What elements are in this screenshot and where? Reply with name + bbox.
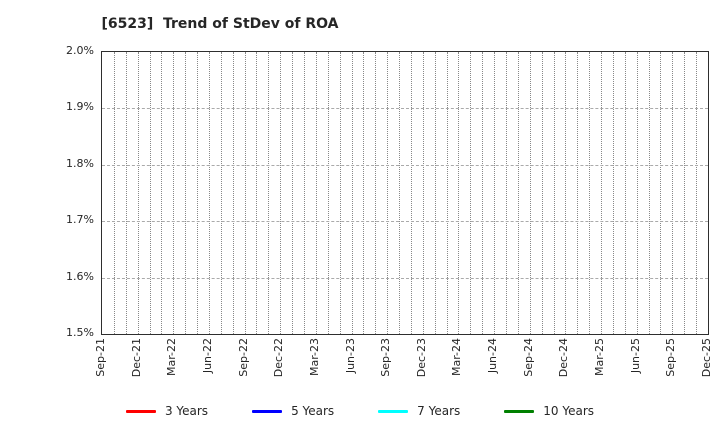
vertical-gridline [601,52,603,334]
y-tick-label: 1.5% [66,326,94,339]
vertical-gridline [197,52,199,334]
vertical-gridline [565,52,567,334]
vertical-gridline [553,52,555,334]
vertical-gridline [648,52,650,334]
vertical-gridline [494,52,496,334]
x-tick-label: Dec-25 [700,338,713,378]
y-tick-label: 1.9% [66,100,94,114]
legend: 3 Years 5 Years 7 Years 10 Years [0,403,720,419]
legend-label: 5 Years [291,404,335,418]
vertical-gridline [173,52,175,334]
vertical-gridline [506,52,507,334]
vertical-gridline [387,52,389,334]
vertical-gridline [256,52,258,334]
legend-label: 3 Years [164,404,209,418]
vertical-gridline [612,52,614,334]
vertical-gridline [232,52,234,334]
x-tick-label: Sep-21 [94,338,107,377]
vertical-gridline [125,52,127,334]
horizontal-gridline [102,164,708,166]
vertical-gridline [672,52,674,334]
x-tick-label: Dec-23 [414,338,428,378]
vertical-gridline [470,52,472,334]
vertical-gridline [220,52,222,334]
y-tick-label: 1.6% [66,269,94,283]
x-tick-label: Mar-25 [593,338,607,377]
vertical-gridline [422,52,424,334]
x-tick-label: Dec-22 [272,338,286,378]
vertical-gridline [636,52,638,334]
legend-item: 5 Years [252,403,334,419]
vertical-gridline [399,52,401,334]
x-tick-label: Sep-24 [521,338,535,377]
x-tick-label: Sep-25 [664,338,678,377]
vertical-gridline [268,52,270,334]
vertical-gridline [529,52,531,334]
vertical-gridline [624,52,626,334]
vertical-gridline [185,52,187,334]
vertical-gridline [541,52,543,334]
vertical-gridline [446,52,448,334]
chart-title: [6523] Trend of StDev of ROA [101,16,339,32]
y-tick-label: 1.7% [66,213,94,227]
horizontal-gridline [102,221,708,223]
plot-area [101,51,709,335]
vertical-gridline [351,52,353,334]
legend-line-swatch [125,409,156,413]
x-tick-label: Mar-22 [165,338,179,377]
x-tick-label: Jun-23 [343,338,357,374]
vertical-gridline [517,52,519,334]
x-tick-label: Sep-23 [379,338,393,377]
vertical-gridline [280,52,282,334]
vertical-gridline [113,52,115,334]
x-tick-label: Jun-24 [486,338,500,374]
vertical-gridline [137,52,139,334]
vertical-gridline [482,52,484,334]
vertical-gridline [458,52,460,334]
y-tick-label: 1.8% [66,156,94,170]
y-tick-label: 2.0% [66,44,94,57]
horizontal-gridline [102,277,708,279]
vertical-gridline [339,52,341,334]
x-tick-label: Dec-24 [557,338,571,378]
vertical-gridline [149,52,151,334]
legend-label: 7 Years [417,404,461,418]
vertical-gridline [434,52,436,334]
vertical-gridline [577,52,579,334]
vertical-gridline [315,52,317,334]
x-tick-label: Dec-21 [129,338,143,378]
legend-item: 10 Years [504,403,594,419]
legend-line-swatch [378,409,409,413]
vertical-gridline [589,52,591,334]
vertical-gridline [375,52,377,334]
legend-line-swatch [504,409,535,413]
vertical-gridline [696,52,698,334]
x-tick-label: Jun-25 [628,338,642,374]
vertical-gridline [161,52,163,334]
vertical-gridline [292,52,294,334]
x-tick-label: Jun-22 [200,338,214,374]
vertical-gridline [327,52,329,334]
legend-label: 10 Years [543,404,595,418]
x-tick-label: Mar-23 [307,338,321,377]
legend-item: 7 Years [378,403,460,419]
vertical-gridline [208,52,210,334]
x-tick-label: Sep-22 [236,338,250,377]
legend-item: 3 Years [125,403,209,419]
vertical-gridline [304,52,305,334]
vertical-gridline [244,52,246,334]
legend-line-swatch [252,409,283,413]
vertical-gridline [684,52,686,334]
vertical-gridline [410,52,412,334]
vertical-gridline [660,52,662,334]
vertical-gridline [363,52,365,334]
x-tick-label: Mar-24 [450,338,464,377]
horizontal-gridline [102,108,708,110]
